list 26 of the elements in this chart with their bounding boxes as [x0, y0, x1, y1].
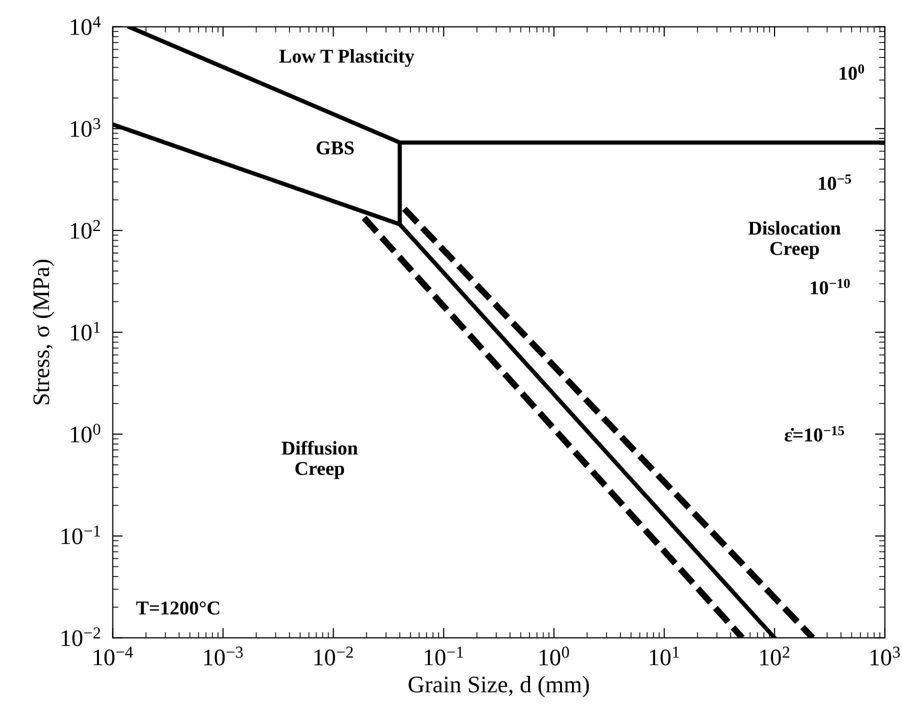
annotation: ε̇=10$^{−15}$: [784, 426, 844, 442]
annotation: 10$^{−10}$: [810, 278, 850, 294]
y-tick-label: 10$^{2}$: [70, 220, 100, 239]
annotation: Diffusion Creep: [282, 440, 358, 480]
x-tick-label: 10$^{−4}$: [94, 646, 133, 666]
annotation: GBS: [316, 141, 354, 154]
y-tick-label: 10$^{1}$: [70, 322, 100, 341]
annotation: Dislocation Creep: [748, 221, 841, 260]
annotation: T=1200°C: [136, 601, 220, 615]
x-tick-label: 10$^{1}$: [650, 646, 679, 666]
x-tick-label: 10$^{3}$: [870, 646, 900, 666]
annotation: 10$^{0}$: [840, 64, 864, 80]
annotation: 10$^{−5}$: [818, 174, 852, 190]
y-tick-label: 10$^{3}$: [70, 118, 100, 137]
x-tick-label: 10$^{0}$: [540, 646, 569, 666]
y-axis-title: Stress, σ (MPa): [32, 260, 54, 404]
x-tick-label: 10$^{2}$: [760, 646, 790, 666]
x-tick-label: 10$^{−1}$: [424, 646, 464, 666]
x-axis-title: Grain Size, d (mm): [408, 676, 589, 698]
x-tick-label: 10$^{−2}$: [314, 646, 353, 666]
y-tick-label: 10$^{0}$: [70, 424, 100, 443]
x-tick-label: 10$^{−3}$: [204, 646, 243, 666]
y-tick-label: 10$^{−2}$: [62, 627, 100, 646]
annotation: Low T Plasticity: [279, 49, 414, 67]
y-tick-label: 10$^{4}$: [70, 16, 101, 36]
y-tick-label: 10$^{−1}$: [62, 526, 100, 544]
